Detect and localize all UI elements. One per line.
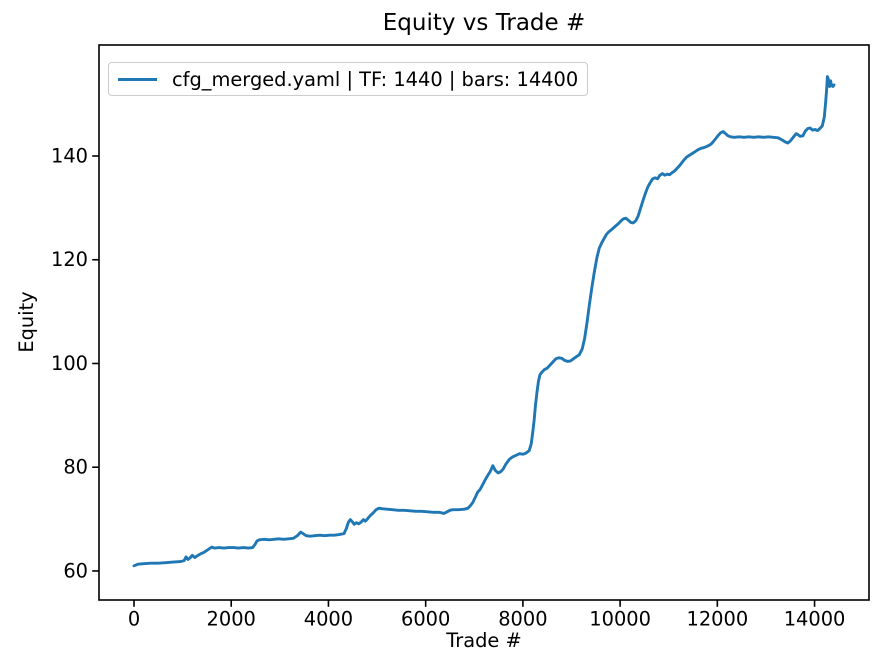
x-tick-label: 8000 xyxy=(498,607,547,630)
x-tick-label: 14000 xyxy=(784,607,846,630)
equity-line xyxy=(132,75,836,568)
x-tick-label: 2000 xyxy=(207,607,256,630)
x-tick-label: 4000 xyxy=(304,607,353,630)
legend-line-sample-icon xyxy=(118,77,157,81)
x-tick-label: 0 xyxy=(128,607,140,630)
chart-title: Equity vs Trade # xyxy=(382,10,586,36)
x-axis-label: Trade # xyxy=(446,629,522,652)
y-tick-label: 80 xyxy=(63,456,88,479)
y-ticks: 60 80 100 120 140 xyxy=(51,145,99,582)
axes-spines xyxy=(98,44,870,601)
x-tick-label: 12000 xyxy=(686,607,748,630)
x-tick-label: 6000 xyxy=(401,607,450,630)
axes xyxy=(98,44,870,601)
legend: cfg_merged.yaml | TF: 1440 | bars: 14400 xyxy=(108,62,589,96)
x-ticks: 0 2000 4000 6000 8000 10000 12000 14000 xyxy=(128,600,846,630)
y-tick-label: 140 xyxy=(51,145,88,168)
y-axis-label: Equity xyxy=(15,291,38,353)
legend-label: cfg_merged.yaml | TF: 1440 | bars: 14400 xyxy=(172,67,579,91)
y-tick-label: 100 xyxy=(51,352,88,375)
data-lines xyxy=(132,75,836,568)
y-tick-label: 120 xyxy=(51,248,88,271)
x-tick-label: 10000 xyxy=(589,607,651,630)
y-tick-label: 60 xyxy=(63,559,88,582)
